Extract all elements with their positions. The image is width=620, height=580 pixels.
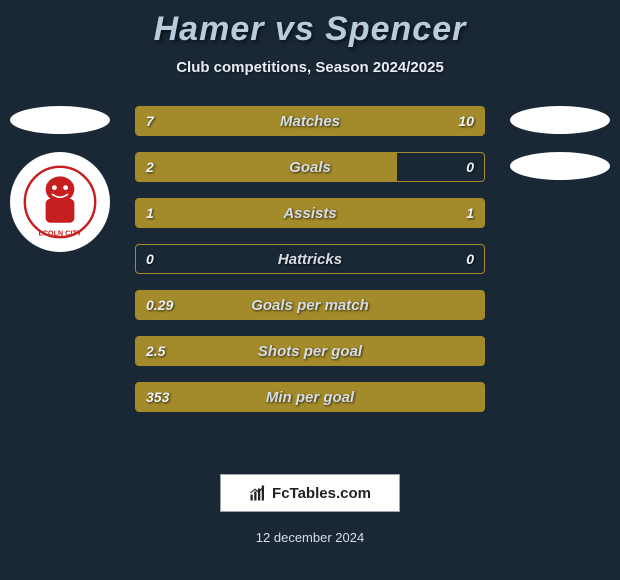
stat-value-right: 0 xyxy=(466,159,474,175)
stat-value-left: 1 xyxy=(146,205,154,221)
brand-footer[interactable]: FcTables.com xyxy=(220,474,400,512)
stat-row: 0 0Hattricks xyxy=(135,244,485,274)
stat-row: 353Min per goal xyxy=(135,382,485,412)
svg-text:LCOLN CITY: LCOLN CITY xyxy=(38,229,81,238)
page-title: Hamer vs Spencer xyxy=(0,0,620,49)
stats-bars: 710Matches20Goals11Assists00Hattricks0.2… xyxy=(135,106,485,412)
stat-row: 710Matches xyxy=(135,106,485,136)
left-club-crest-icon: LCOLN CITY xyxy=(10,152,110,252)
bar-fill-left xyxy=(136,199,310,227)
stat-value-left: 353 xyxy=(146,389,169,405)
stat-value-left: 0 xyxy=(146,251,154,267)
left-player-column: LCOLN CITY xyxy=(5,106,115,252)
stat-value-left: 7 xyxy=(146,113,154,129)
stat-value-right: 10 xyxy=(458,113,474,129)
stat-row: 11Assists xyxy=(135,198,485,228)
bar-fill-right xyxy=(310,199,484,227)
bar-fill-right xyxy=(279,107,484,135)
right-club-placeholder-icon xyxy=(510,152,610,180)
date-label: 12 december 2024 xyxy=(0,530,620,545)
stat-row: 0.29Goals per match xyxy=(135,290,485,320)
chart-icon xyxy=(249,484,267,502)
comparison-content: LCOLN CITY 710Matches20Goals11Assists00H… xyxy=(0,106,620,446)
stat-value-left: 2 xyxy=(146,159,154,175)
stat-label: Hattricks xyxy=(136,251,484,268)
stat-value-left: 0.29 xyxy=(146,297,173,313)
stat-value-right: 0 xyxy=(466,251,474,267)
stat-row: 20Goals xyxy=(135,152,485,182)
brand-text: FcTables.com xyxy=(272,485,371,502)
stat-value-right: 1 xyxy=(466,205,474,221)
left-player-placeholder-icon xyxy=(10,106,110,134)
bar-fill-left xyxy=(136,337,484,365)
bar-fill-left xyxy=(136,107,279,135)
subtitle: Club competitions, Season 2024/2025 xyxy=(0,59,620,76)
bar-fill-left xyxy=(136,383,484,411)
right-player-column xyxy=(505,106,615,180)
right-player-placeholder-icon xyxy=(510,106,610,134)
stat-row: 2.5Shots per goal xyxy=(135,336,485,366)
bar-fill-left xyxy=(136,153,397,181)
bar-fill-left xyxy=(136,291,484,319)
stat-value-left: 2.5 xyxy=(146,343,165,359)
